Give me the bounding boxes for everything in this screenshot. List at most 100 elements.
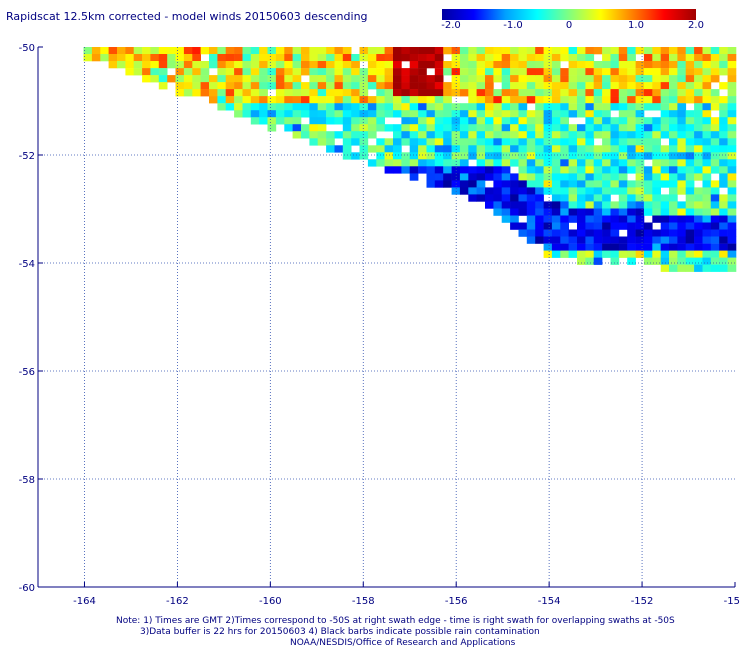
data-cell [451,138,461,146]
data-cell [468,131,477,139]
data-cell [602,243,611,251]
data-cell [426,124,436,132]
data-cell [535,152,544,160]
data-cell [334,110,344,118]
data-cell [476,110,486,118]
data-cell [493,180,503,188]
data-cell [627,124,636,132]
data-cell [200,47,210,55]
data-cell [443,124,452,132]
data-cell [618,180,628,188]
data-cell [526,89,536,97]
data-cell [719,54,728,62]
data-cell [543,201,553,209]
data-cell [543,187,553,195]
data-cell [451,117,461,125]
data-cell [694,236,703,244]
data-cell [593,243,603,251]
data-cell [702,166,712,174]
data-cell [685,75,695,83]
data-cell [393,54,402,62]
data-cell [535,96,544,104]
data-cell [526,138,536,146]
data-cell [485,110,494,118]
data-cell [476,145,486,153]
data-cell [727,68,737,76]
data-cell [376,54,385,62]
data-cell [727,208,737,216]
data-cell [585,61,595,69]
grid-lines [38,47,735,587]
data-cell [560,229,569,237]
data-cell [610,96,620,104]
data-cell [468,180,477,188]
data-cell [627,75,636,83]
data-cell [602,250,611,258]
data-cell [577,110,586,118]
data-cell [334,145,344,153]
data-cell [568,215,578,223]
data-cell [443,47,452,55]
data-cell [434,124,444,132]
data-cell [234,103,243,111]
data-cell [510,159,519,167]
data-cell [409,166,419,174]
data-cell [426,54,436,62]
data-cell [677,180,687,188]
data-cell [694,194,703,202]
data-cell [719,194,728,202]
data-cell [702,138,712,146]
data-cell [175,89,185,97]
data-cell [577,166,586,174]
data-cell [175,61,185,69]
data-cell [117,54,126,62]
data-cell [309,89,319,97]
data-cell [568,54,578,62]
data-cell [501,75,511,83]
data-cell [593,75,603,83]
data-cell [376,89,385,97]
data-cell [510,215,519,223]
data-cell [677,236,687,244]
data-cell [577,138,586,146]
data-cell [443,82,452,90]
data-cell [200,89,210,97]
data-cell [501,173,511,181]
data-cell [434,110,444,118]
data-cell [660,152,670,160]
data-cell [418,89,427,97]
data-cell [602,82,611,90]
data-cell [618,187,628,195]
data-cell [183,89,193,97]
data-cells [83,47,737,272]
data-cell [225,75,235,83]
data-cell [493,89,503,97]
data-cell [660,243,670,251]
data-cell [510,145,519,153]
data-cell [568,208,578,216]
data-cell [501,117,511,125]
data-cell [643,75,653,83]
data-cell [518,173,528,181]
data-cell [443,152,452,160]
data-cell [485,159,494,167]
data-cell [593,229,603,237]
data-cell [719,131,728,139]
data-cell [259,75,268,83]
data-cell [535,103,544,111]
data-cell [535,117,544,125]
data-cell [551,229,561,237]
y-tick-label: -60 [19,583,35,594]
data-cell [719,159,728,167]
data-cell [727,222,737,230]
data-cell [434,159,444,167]
data-cell [434,180,444,188]
data-cell [652,75,661,83]
data-cell [535,159,544,167]
data-cell [543,131,553,139]
data-cell [234,75,243,83]
data-cell [677,117,687,125]
data-cell [376,61,385,69]
data-cell [610,250,620,258]
data-cell [610,180,620,188]
